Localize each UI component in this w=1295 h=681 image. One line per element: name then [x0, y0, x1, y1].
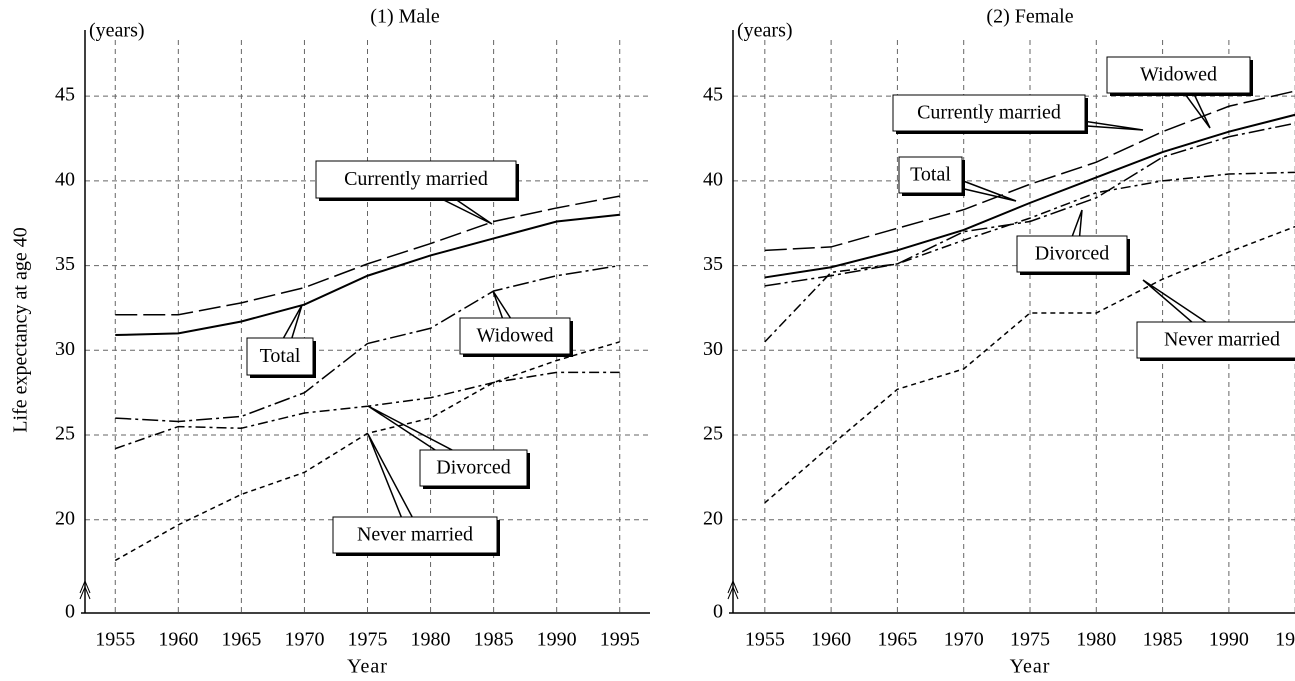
x-tick-label: 1990: [1209, 629, 1249, 651]
x-axis-label: Year: [1010, 656, 1051, 678]
annotation-box: [419, 449, 528, 487]
axis-break: [727, 579, 739, 600]
y-tick-label: 35: [703, 253, 723, 275]
x-tick-label: 1985: [474, 629, 514, 651]
unit-label: (years): [737, 20, 793, 42]
series-line: [764, 171, 1295, 343]
y-tick-label: 45: [703, 84, 723, 106]
x-tick-label: 1980: [411, 629, 451, 651]
y-tick-label: 40: [55, 168, 75, 190]
annotation-label: Total: [260, 345, 301, 367]
annotation-box: [246, 337, 314, 376]
y-tick-label: 20: [55, 507, 75, 529]
x-tick-label: 1975: [1010, 629, 1050, 651]
panel: (1) Male (years) Life expectancy at age 40…: [10, 6, 650, 678]
y-tick-label: 25: [703, 423, 723, 445]
annotation-pointer: [367, 433, 422, 538]
x-tick-label: 1960: [811, 629, 851, 651]
annotation-label: Divorced: [1035, 243, 1109, 265]
annotation-label: Currently married: [917, 102, 1061, 124]
annotation-label: Never married: [357, 524, 473, 546]
x-tick-label: 1965: [221, 629, 261, 651]
x-tick-label: 1995: [600, 629, 640, 651]
annotation-label: Widowed: [477, 325, 554, 347]
x-tick-label: 1995: [1275, 629, 1295, 651]
annotation-label: Total: [910, 164, 951, 186]
annotation-box: [1016, 235, 1128, 273]
x-tick-label: 1970: [944, 629, 984, 651]
annotation-label: Never married: [1164, 329, 1280, 351]
series-line: [114, 341, 620, 562]
x-tick-label: 1970: [284, 629, 324, 651]
annotation-box: [332, 516, 498, 554]
unit-label: (years): [89, 20, 145, 42]
y-axis-label: Life expectancy at age 40: [10, 227, 32, 432]
x-tick-label: 1955: [745, 629, 785, 651]
x-tick-label: 1985: [1143, 629, 1183, 651]
panel-title: (1) Male: [370, 6, 440, 28]
series-line: [115, 213, 620, 337]
x-tick-label: 1990: [537, 629, 577, 651]
y-tick-label: 35: [55, 253, 75, 275]
y-tick-label: 45: [55, 84, 75, 106]
annotation-box: [1136, 321, 1295, 359]
x-tick-label: 1960: [158, 629, 198, 651]
panel: (2) Female (years) Year 0 20 25 30 35 40 45 1955 19…: [703, 6, 1295, 678]
y-tick-label: 25: [55, 423, 75, 445]
series-line: [764, 90, 1295, 252]
annotation-label: Widowed: [1140, 64, 1217, 86]
x-tick-label: 1965: [877, 629, 917, 651]
series-line: [764, 113, 1295, 279]
annotation-label: Currently married: [344, 168, 488, 190]
annotation-box: [459, 317, 571, 355]
series-line: [764, 122, 1295, 287]
annotation-box: [1106, 56, 1251, 94]
y-tick-label: 20: [703, 507, 723, 529]
x-axis-label: Year: [347, 656, 388, 678]
y-tick-label: 0: [65, 601, 75, 623]
y-tick-label: 30: [55, 338, 75, 360]
annotation-box: [898, 156, 963, 194]
y-tick-label: 30: [703, 338, 723, 360]
annotation-box: [892, 94, 1086, 132]
x-tick-label: 1955: [95, 629, 135, 651]
annotation-label: Divorced: [436, 457, 510, 479]
y-tick-label: 40: [703, 168, 723, 190]
annotation-box: [315, 160, 517, 199]
y-tick-label: 0: [713, 601, 723, 623]
x-tick-label: 1975: [348, 629, 388, 651]
axis-break: [79, 579, 91, 600]
series-line: [115, 195, 620, 316]
panel-title: (2) Female: [986, 6, 1073, 28]
series-line: [115, 264, 620, 423]
x-tick-label: 1980: [1076, 629, 1116, 651]
series-line: [115, 371, 620, 450]
